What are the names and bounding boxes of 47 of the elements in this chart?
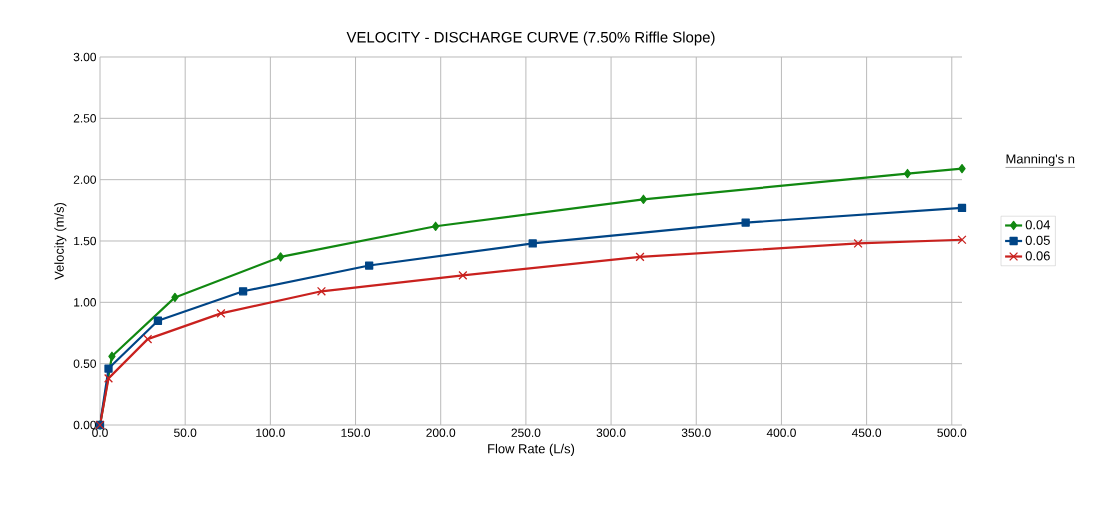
y-tick-label: 0.50 bbox=[73, 359, 97, 368]
point bbox=[853, 238, 863, 248]
x-axis-title: Flow Rate (L/s) bbox=[488, 443, 575, 456]
legend-title: Manning's n bbox=[1006, 153, 1075, 167]
point bbox=[958, 163, 966, 174]
legend-label: 0.06 bbox=[1025, 251, 1050, 261]
y-tick-label: 0.00 bbox=[73, 420, 97, 430]
point bbox=[635, 252, 645, 262]
y-tick-label: 1.50 bbox=[74, 236, 97, 246]
point bbox=[741, 218, 750, 227]
y-tick-label: 1.00 bbox=[74, 298, 97, 307]
point bbox=[153, 316, 163, 325]
x-tick-label: 250.0 bbox=[511, 428, 541, 437]
y-tick-label: 2.00 bbox=[73, 175, 97, 184]
x-tick-label: 50.0 bbox=[174, 428, 197, 437]
x-tick-label: 450.0 bbox=[851, 428, 882, 437]
legend-label: 0.05 bbox=[1025, 235, 1050, 245]
point bbox=[903, 168, 912, 179]
point bbox=[104, 364, 113, 373]
x-tick-label: 300.0 bbox=[596, 428, 626, 437]
x-tick-label: 200.0 bbox=[426, 428, 456, 437]
point bbox=[103, 373, 114, 383]
point bbox=[276, 252, 285, 262]
x-tick-label: 0.0 bbox=[92, 428, 108, 437]
point bbox=[108, 351, 116, 361]
chart-title: VELOCITY - DISCHARGE CURVE (7.50% Riffle Slope) bbox=[346, 31, 715, 46]
x-tick-label: 100.0 bbox=[256, 428, 285, 437]
point bbox=[639, 194, 648, 204]
y-axis-title: Velocity (m/s) bbox=[54, 202, 67, 280]
point bbox=[316, 286, 327, 296]
y-tick-label: 3.00 bbox=[73, 52, 97, 62]
point bbox=[528, 239, 537, 248]
point bbox=[216, 308, 226, 318]
x-tick-label: 350.0 bbox=[681, 428, 711, 437]
point bbox=[171, 292, 179, 303]
point bbox=[238, 287, 248, 296]
x-tick-label: 150.0 bbox=[341, 428, 371, 437]
point bbox=[143, 334, 153, 344]
point bbox=[957, 203, 967, 213]
legend-label: 0.04 bbox=[1025, 220, 1051, 230]
point bbox=[957, 235, 967, 245]
x-tick-label: 500.0 bbox=[937, 428, 967, 437]
x-tick-label: 400.0 bbox=[766, 428, 796, 437]
y-tick-label: 2.50 bbox=[73, 114, 97, 123]
point bbox=[365, 261, 374, 270]
point bbox=[458, 270, 468, 280]
point bbox=[431, 221, 440, 231]
